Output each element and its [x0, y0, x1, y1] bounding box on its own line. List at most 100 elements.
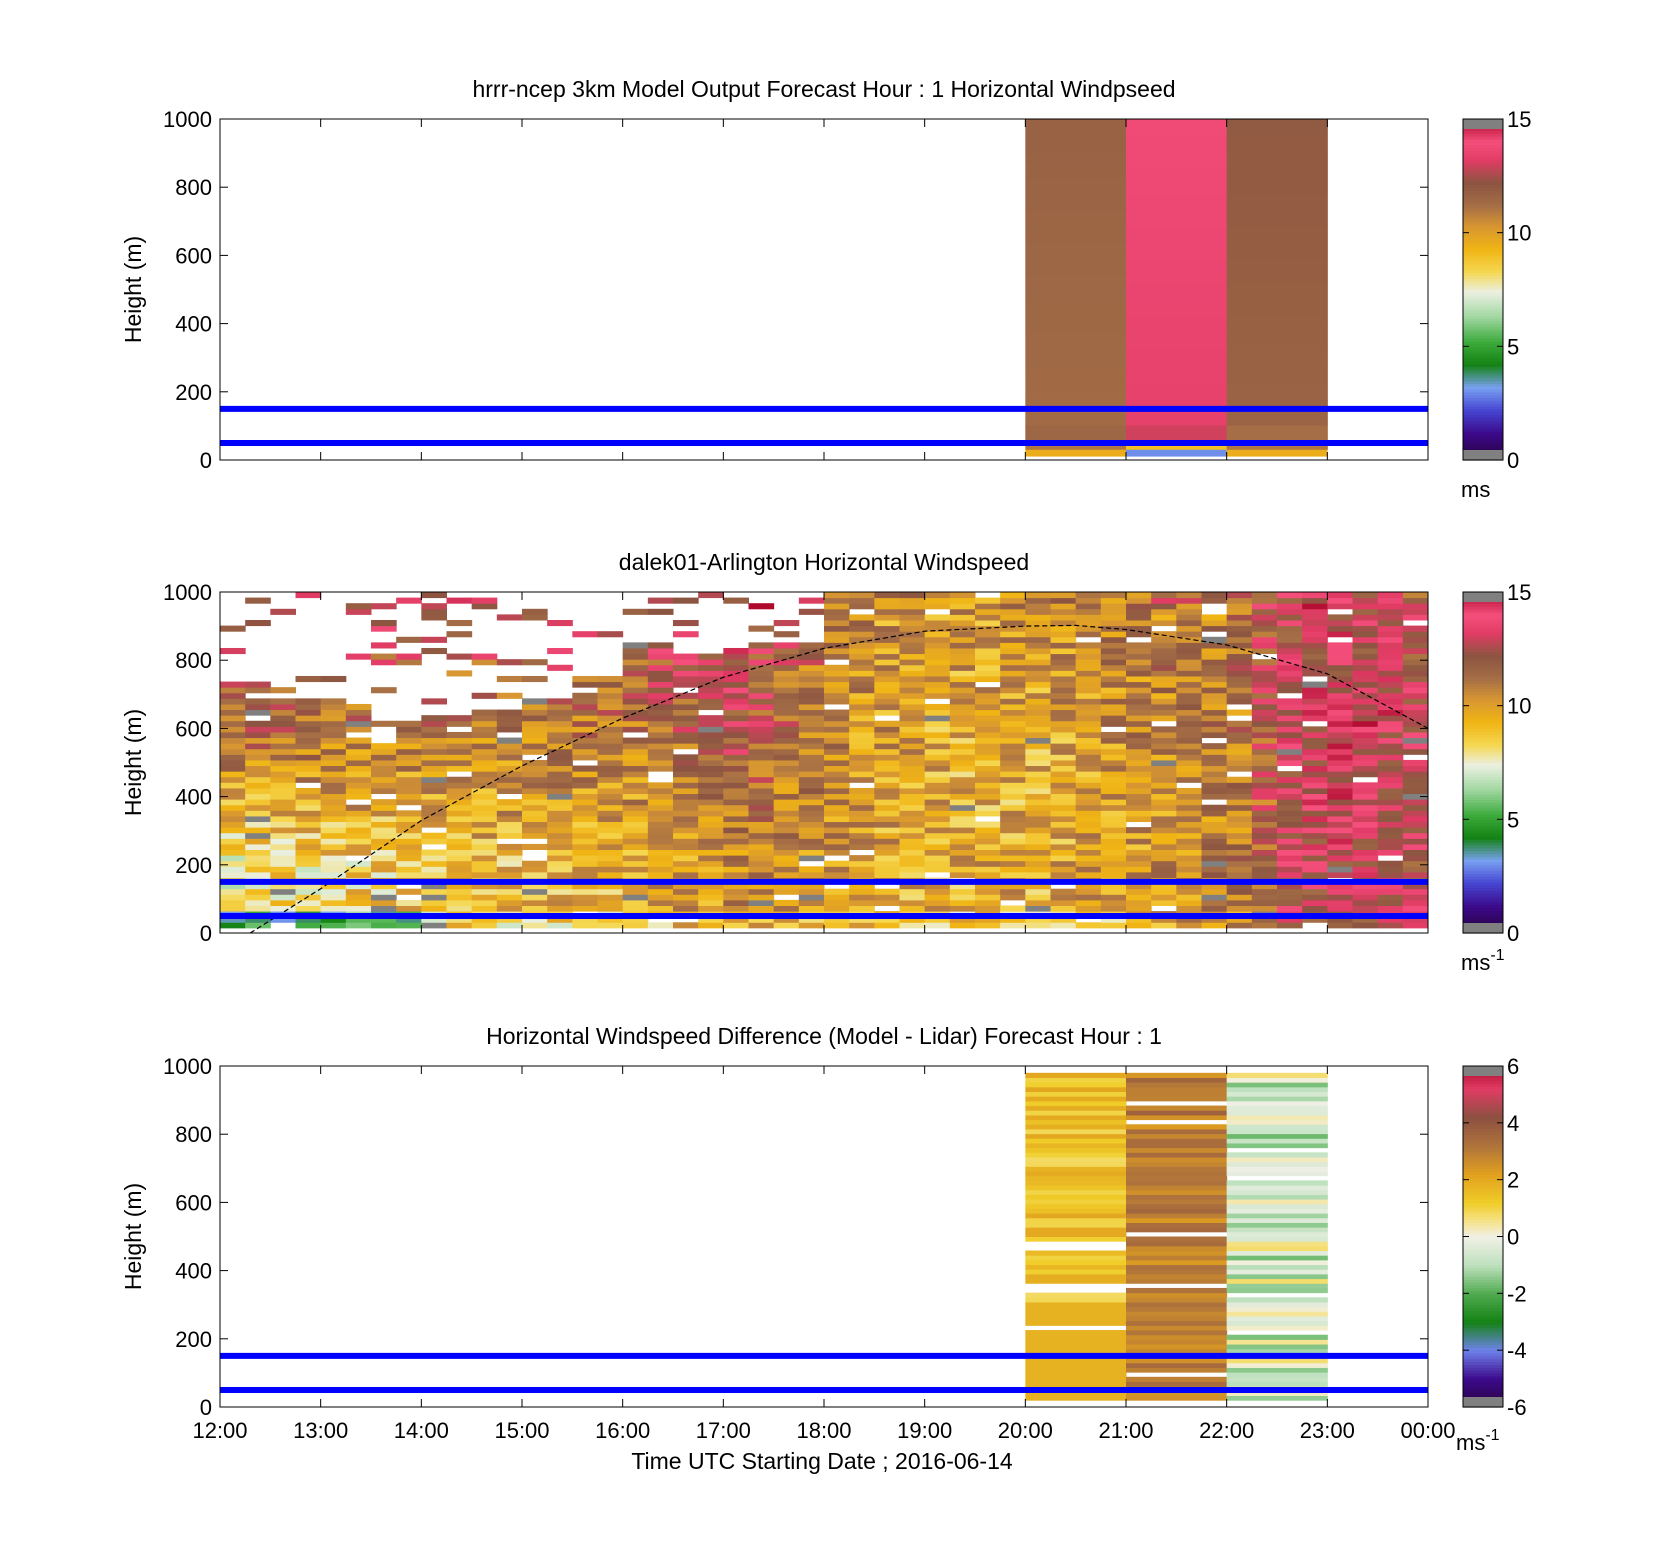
lidar-cell — [471, 838, 498, 845]
lidar-cell — [1075, 619, 1102, 627]
lidar-cell — [849, 664, 875, 671]
lidar-cell — [320, 810, 347, 817]
lidar-cell — [1327, 731, 1353, 739]
lidar-cell — [1251, 754, 1278, 761]
y-tick-label: 800 — [175, 648, 212, 673]
lidar-cell — [949, 664, 976, 671]
difference-cell — [1025, 1269, 1127, 1275]
lidar-cell — [773, 737, 800, 744]
model-cell — [1226, 234, 1328, 244]
lidar-cell — [1226, 692, 1253, 699]
colorbar-band — [1463, 839, 1503, 843]
lidar-cell — [849, 675, 875, 683]
lidar-cell — [1126, 810, 1152, 817]
lidar-cell — [220, 647, 246, 655]
difference-cell — [1126, 1194, 1228, 1200]
lidar-cell — [798, 681, 825, 688]
colorbar-band — [1463, 1102, 1503, 1107]
lidar-cell — [1402, 642, 1429, 649]
lidar-cell — [1277, 821, 1303, 828]
lidar-cell — [496, 916, 523, 923]
lidar-cell — [1352, 916, 1379, 923]
lidar-cell — [1050, 664, 1077, 671]
lidar-cell — [245, 871, 271, 879]
colorbar-band — [1463, 221, 1503, 225]
model-cell — [1025, 176, 1127, 186]
lidar-cell — [1176, 838, 1202, 845]
lidar-cell — [1025, 804, 1051, 811]
lidar-cell — [773, 681, 800, 688]
lidar-cell — [1075, 603, 1102, 610]
lidar-cell — [824, 888, 850, 895]
lidar-cell — [698, 849, 724, 856]
lidar-cell — [471, 787, 498, 795]
lidar-cell — [773, 883, 800, 890]
lidar-cell — [1302, 653, 1328, 660]
lidar-cell — [572, 681, 598, 688]
lidar-cell — [1277, 647, 1303, 655]
lidar-cell — [220, 799, 246, 806]
lidar-cell — [698, 715, 724, 722]
lidar-cell — [647, 703, 674, 711]
lidar-cell — [1201, 687, 1228, 694]
lidar-cell — [572, 771, 598, 778]
lidar-cell — [899, 603, 926, 610]
lidar-cell — [1352, 619, 1379, 627]
lidar-cell — [622, 771, 649, 778]
lidar-cell — [698, 810, 724, 817]
lidar-cell — [295, 748, 322, 755]
x-tick-label: 21:00 — [1098, 1418, 1153, 1443]
lidar-cell — [1126, 625, 1152, 632]
lidar-cell — [1000, 726, 1026, 733]
lidar-cell — [673, 860, 699, 867]
lidar-cell — [471, 832, 498, 839]
lidar-cell — [446, 731, 473, 739]
lidar-cell — [245, 804, 271, 811]
lidar-cell — [1025, 659, 1051, 666]
lidar-cell — [1000, 754, 1026, 761]
colorbar-band — [1463, 853, 1503, 857]
lidar-cell — [1302, 681, 1328, 688]
lidar-cell — [798, 832, 825, 839]
colorbar-band — [1463, 1335, 1503, 1340]
lidar-cell — [270, 883, 296, 890]
model-cell — [1025, 342, 1127, 352]
model-cell — [1025, 226, 1127, 236]
lidar-cell — [975, 642, 1001, 649]
colorbar-band — [1463, 705, 1503, 710]
lidar-cell — [949, 653, 976, 660]
lidar-cell — [798, 883, 825, 890]
lidar-cell — [1201, 871, 1228, 879]
lidar-cell — [798, 827, 825, 834]
difference-cell — [1025, 1306, 1127, 1312]
colorbar-band — [1463, 212, 1503, 217]
lidar-cell — [1075, 759, 1102, 767]
lidar-cell — [1402, 636, 1429, 643]
lidar-cell — [471, 821, 498, 828]
y-tick-label: 200 — [175, 1327, 212, 1352]
colorbar-band — [1463, 229, 1503, 234]
lidar-cell — [647, 720, 674, 727]
lidar-cell — [874, 799, 900, 806]
lidar-cell — [1302, 659, 1328, 666]
lidar-cell — [899, 866, 926, 873]
lidar-cell — [320, 888, 347, 895]
model-cell — [1025, 259, 1127, 269]
lidar-cell — [773, 765, 800, 772]
lidar-cell — [1201, 675, 1228, 683]
lidar-cell — [924, 625, 951, 632]
lidar-cell — [1226, 631, 1253, 638]
lidar-cell — [1352, 922, 1379, 929]
lidar-cell — [1000, 838, 1026, 845]
lidar-cell — [1377, 625, 1404, 632]
colorbar-tick-label: 15 — [1507, 107, 1531, 132]
lidar-cell — [371, 799, 397, 806]
lidar-cell — [396, 726, 422, 733]
lidar-cell — [295, 698, 322, 705]
lidar-cell — [1402, 625, 1429, 632]
difference-cell — [1226, 1316, 1328, 1322]
lidar-cell — [899, 642, 926, 649]
lidar-cell — [597, 737, 624, 744]
lidar-cell — [1100, 888, 1127, 895]
lidar-cell — [320, 855, 347, 862]
